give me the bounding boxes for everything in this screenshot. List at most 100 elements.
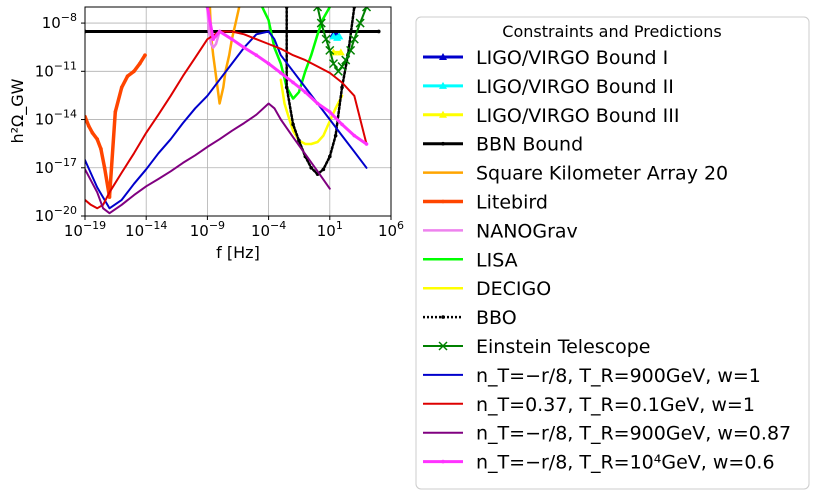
legend-label-lisa: LISA — [476, 249, 518, 271]
legend-label-ligo-virgo-bound-iii: LIGO/VIRGO Bound III — [476, 105, 679, 127]
series-point-litebird-1 — [86, 124, 91, 128]
series-point-einstein-telescope-5 — [333, 66, 343, 76]
series-point-litebird-12 — [143, 53, 147, 58]
series-bbo — [284, 7, 357, 176]
series-point-einstein-telescope-9 — [349, 34, 359, 44]
series-point-einstein-telescope-3 — [325, 45, 335, 55]
y-tick-label-1: 10−17 — [35, 156, 77, 177]
legend-label-n-t-r-8-t-r-900gev-w-1: n_T=−r/8, T_R=900GeV, w=1 — [476, 365, 761, 387]
series-point-litebird-4 — [99, 147, 103, 151]
series-point-n-t-r-8-t-r-10-gev-w-0-6-4 — [242, 45, 246, 50]
series-point-einstein-telescope-10 — [355, 18, 365, 28]
series-point-bbo-9 — [333, 133, 338, 138]
series-point-n-t-r-8-t-r-10-gev-w-0-6-14 — [364, 142, 369, 146]
legend-label-n-t-r-8-t-r-10-gev-w-0-6: n_T=−r/8, T_R=10⁴GeV, w=0.6 — [476, 452, 775, 474]
y-axis-label: h²Ω_GW — [8, 78, 28, 143]
legend-frame — [415, 16, 810, 490]
legend-label-n-t-0-37-t-r-0-1gev-w-1: n_T=0.37, T_R=0.1GeV, w=1 — [476, 394, 755, 416]
plot-frame — [84, 6, 392, 217]
series-point-bbo-5 — [309, 165, 313, 170]
series-point-bbo-3 — [297, 138, 301, 143]
series-point-einstein-telescope-4 — [328, 59, 339, 69]
series-line-square-kilometer-array-20 — [208, 7, 241, 105]
series-decigo — [279, 78, 344, 146]
legend-item-einstein-telescope: Einstein Telescope — [423, 336, 650, 358]
legend-item-n-t-0-37-t-r-0-1gev-w-1: n_T=0.37, T_R=0.1GeV, w=1 — [423, 394, 755, 416]
y-tick-label-4: 10−8 — [42, 11, 77, 32]
x-tick-label-0: 10−19 — [64, 219, 106, 240]
series-einstein-telescope — [313, 7, 372, 76]
legend-label-bbn-bound: BBN Bound — [476, 134, 583, 156]
series-line-n-t-r-8-t-r-900gev-w-0-87 — [85, 102, 331, 215]
legend-label-ligo-virgo-bound-ii: LIGO/VIRGO Bound II — [476, 76, 674, 98]
legend-label-litebird: Litebird — [476, 192, 548, 214]
series-n-t-r-8-t-r-900gev-w-0-87 — [85, 102, 331, 215]
series-point-n-t-r-8-t-r-10-gev-w-0-6-1 — [211, 37, 216, 41]
series-point-n-t-r-8-t-r-10-gev-w-0-6-10 — [315, 101, 320, 106]
legend-label-bbo: BBO — [476, 307, 517, 329]
grid-layer — [84, 7, 392, 217]
series-nanograv — [206, 7, 221, 49]
series-point-n-t-r-8-t-r-10-gev-w-0-6-12 — [340, 122, 344, 127]
legend-item-bbn-bound: BBN Bound — [423, 134, 583, 156]
y-tick-label-2: 10−14 — [35, 108, 77, 129]
legend-label-nanograv: NANOGrav — [476, 220, 578, 242]
x-tick-label-3: 10−4 — [251, 219, 286, 240]
series-line-decigo — [279, 78, 344, 146]
series-point-litebird-2 — [90, 130, 95, 135]
series-point-bbn-bound-1 — [376, 29, 381, 34]
series-layer — [85, 7, 381, 215]
series-ligo-virgo-bound-ii — [329, 32, 344, 41]
series-point-bbo-10 — [340, 85, 344, 90]
legend-label-n-t-r-8-t-r-900gev-w-0-87: n_T=−r/8, T_R=900GeV, w=0.87 — [476, 423, 791, 445]
series-point-einstein-telescope-0 — [313, 7, 323, 12]
legend-item-bbo: BBO — [423, 307, 517, 329]
legend-item-n-t-r-8-t-r-900gev-w-1: n_T=−r/8, T_R=900GeV, w=1 — [423, 365, 761, 387]
series-lisa — [260, 7, 332, 100]
series-square-kilometer-array-20 — [208, 7, 241, 105]
series-point-einstein-telescope-2 — [321, 34, 331, 44]
series-line-lisa — [260, 7, 332, 100]
legend-item-n-t-r-8-t-r-10-gev-w-0-6: n_T=−r/8, T_R=10⁴GeV, w=0.6 — [423, 452, 775, 474]
series-point-n-t-r-8-t-r-10-gev-w-0-6-7 — [279, 71, 283, 75]
legend-item-lisa: LISA — [423, 249, 518, 271]
legend-items: LIGO/VIRGO Bound I LIGO/VIRGO Bound II LIG… — [423, 47, 791, 474]
legend-item-nanograv: NANOGrav — [423, 220, 578, 242]
legend-item-square-kilometer-array-20: Square Kilometer Array 20 — [423, 163, 728, 185]
series-point-bbo-1 — [284, 85, 289, 90]
y-tick-label-0: 10−20 — [35, 204, 77, 225]
series-point-litebird-3 — [95, 137, 100, 141]
tick-layer: 10−19 10−14 10−9 10−4 101 106 10−20 10−17 10−14 1… — [35, 11, 404, 240]
series-point-litebird-8 — [119, 85, 124, 90]
x-tick-label-5: 106 — [378, 219, 404, 240]
legend-item-decigo: DECIGO — [423, 278, 551, 300]
series-point-einstein-telescope-11 — [361, 7, 372, 12]
series-point-n-t-r-8-t-r-10-gev-w-0-6-6 — [266, 61, 271, 66]
legend-label-ligo-virgo-bound-i: LIGO/VIRGO Bound I — [476, 47, 668, 69]
legend-item-n-t-r-8-t-r-900gev-w-0-87: n_T=−r/8, T_R=900GeV, w=0.87 — [423, 423, 791, 445]
series-point-n-t-r-8-t-r-10-gev-w-0-6-13 — [352, 133, 357, 138]
legend-marker-ligo-virgo-bound-iii — [439, 110, 447, 118]
legend-marker-bbo — [441, 315, 445, 319]
series-point-bbo-2 — [291, 122, 295, 127]
series-point-ligo-virgo-bound-ii-2 — [335, 32, 344, 40]
series-point-einstein-telescope-7 — [341, 55, 351, 65]
x-tick-label-1: 10−14 — [125, 219, 167, 240]
series-line-litebird — [85, 53, 147, 199]
series-point-ligo-virgo-bound-iii-1 — [336, 48, 345, 56]
series-point-litebird-10 — [132, 69, 136, 74]
series-point-bbo-7 — [321, 167, 326, 172]
series-point-n-t-r-8-t-r-10-gev-w-0-6-8 — [291, 80, 295, 85]
series-point-n-t-r-8-t-r-10-gev-w-0-6-3 — [230, 37, 234, 41]
legend-marker-bbn-bound — [441, 141, 445, 146]
legend-item-ligo-virgo-bound-iii: LIGO/VIRGO Bound III — [423, 105, 679, 127]
legend-marker-ligo-virgo-bound-ii — [439, 81, 447, 89]
series-point-litebird-7 — [113, 110, 118, 114]
series-point-litebird-9 — [125, 74, 130, 78]
series-litebird — [85, 53, 147, 199]
series-point-n-t-r-8-t-r-10-gev-w-0-6-11 — [328, 110, 332, 114]
x-tick-label-4: 101 — [317, 219, 343, 240]
legend-label-einstein-telescope: Einstein Telescope — [476, 336, 650, 358]
legend-title: Constraints and Predictions — [502, 22, 721, 41]
